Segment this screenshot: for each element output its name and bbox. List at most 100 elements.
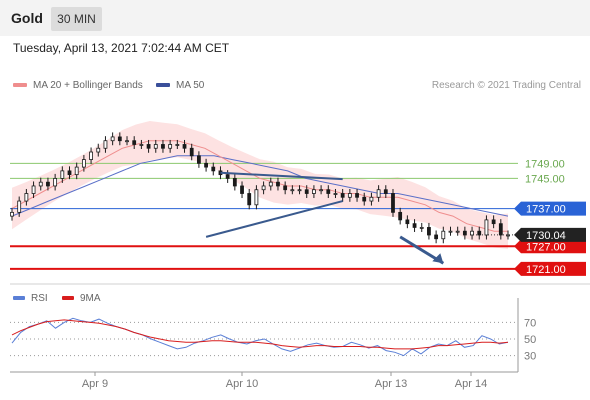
rsi-ma-line: [11, 319, 509, 350]
x-label-Apr-10: Apr 10: [226, 378, 258, 390]
candle-body: [225, 174, 230, 179]
candle-body: [441, 230, 446, 240]
candle-body: [276, 181, 280, 187]
candle-body: [46, 181, 50, 187]
instrument-title: Gold: [11, 10, 43, 26]
level-tag-1737.00: [514, 201, 586, 216]
level-tag-1727.00: [514, 239, 586, 254]
legend-bb-label: MA 20 + Bollinger Bands: [33, 80, 143, 91]
candle-body: [398, 211, 403, 221]
rsi-line: [11, 317, 509, 357]
candle-body: [60, 170, 65, 179]
legend-swatch: [62, 296, 74, 301]
candle-body: [125, 140, 129, 143]
ma20-line: [11, 140, 508, 232]
candle-body: [89, 151, 93, 160]
candle-body: [240, 185, 244, 194]
candle-body: [53, 178, 58, 187]
level-label-1749.00: 1749.00: [525, 158, 565, 170]
candle-body: [31, 185, 36, 194]
candle-body: [117, 136, 122, 142]
level-tag-1721.00: [514, 261, 586, 276]
candle-body: [340, 193, 345, 198]
candle-body: [304, 189, 309, 194]
legend-swatch: [156, 83, 170, 88]
candle-body: [319, 189, 324, 192]
candle-body: [347, 193, 352, 198]
candle-body: [132, 140, 137, 145]
candle-body: [204, 162, 208, 168]
candle-body: [391, 193, 395, 213]
candle-body: [383, 189, 388, 194]
credit-text: Research © 2021 Trading Central: [431, 80, 581, 91]
legend-ma50: MA 50: [156, 80, 204, 91]
ma50-line: [11, 155, 509, 217]
candle-body: [74, 166, 79, 176]
current-price-tag: [514, 227, 586, 242]
legend-9ma-label: 9MA: [80, 293, 101, 304]
candle-body: [333, 193, 338, 195]
candle-body: [232, 178, 237, 187]
candle-body: [362, 196, 367, 202]
candle-body: [283, 185, 288, 191]
candle-body: [110, 136, 115, 142]
legend-swatch: [13, 296, 25, 301]
legend-rsi: RSI: [13, 293, 48, 304]
candle-body: [290, 189, 295, 192]
candle-body: [196, 155, 201, 164]
legend-swatch: [13, 83, 27, 88]
current-price-label: 1730.04: [526, 230, 566, 242]
candle-body: [182, 144, 187, 149]
candle-body: [297, 189, 302, 192]
candle-body: [470, 230, 474, 236]
trendline: [205, 200, 343, 238]
x-label-Apr-13: Apr 13: [375, 378, 407, 390]
level-label-1727.00: 1727.00: [526, 241, 566, 253]
candle-body: [484, 219, 489, 236]
candle-body: [103, 140, 108, 149]
candle-body: [175, 144, 180, 146]
candle-body: [455, 230, 460, 233]
candle-body: [96, 147, 101, 153]
candle-body: [376, 189, 381, 198]
level-label-1721.00: 1721.00: [526, 264, 566, 276]
candle-body: [247, 193, 252, 206]
trendline: [220, 171, 343, 181]
candle-body: [139, 144, 144, 146]
level-label-1745.00: 1745.00: [525, 173, 565, 185]
candle-body: [462, 230, 467, 236]
candle-body: [369, 196, 374, 202]
level-label-1737.00: 1737.00: [526, 204, 566, 216]
timeframe-button[interactable]: 30 MIN: [51, 7, 102, 31]
candle-body: [146, 144, 151, 149]
candle-body: [24, 193, 29, 202]
legend-ma50-label: MA 50: [176, 80, 205, 91]
candle-body: [355, 193, 359, 198]
candle-body: [434, 234, 439, 240]
candle-body: [67, 170, 72, 176]
candle-body: [161, 144, 165, 149]
candle-body: [427, 227, 431, 236]
candle-body: [153, 144, 158, 149]
candle-body: [17, 200, 22, 213]
candle-body: [312, 189, 316, 194]
candle-body: [261, 185, 266, 191]
rsi-tick-30: 30: [524, 351, 536, 363]
candle-body: [189, 147, 194, 157]
candle-body: [254, 189, 259, 206]
x-label-Apr-9: Apr 9: [82, 378, 108, 390]
forecast-arrowhead: [432, 253, 444, 264]
candle-body: [405, 219, 410, 225]
candle-body: [419, 227, 424, 229]
legend-9ma: 9MA: [62, 293, 101, 304]
candle-body: [10, 211, 14, 217]
candle-body: [211, 166, 216, 172]
candle-body: [448, 230, 453, 233]
candle-body: [498, 223, 503, 236]
candle-body: [491, 219, 496, 225]
rsi-tick-50: 50: [524, 334, 536, 346]
candle-body: [412, 223, 417, 228]
candle-body: [38, 181, 43, 187]
candle-body: [168, 144, 173, 149]
